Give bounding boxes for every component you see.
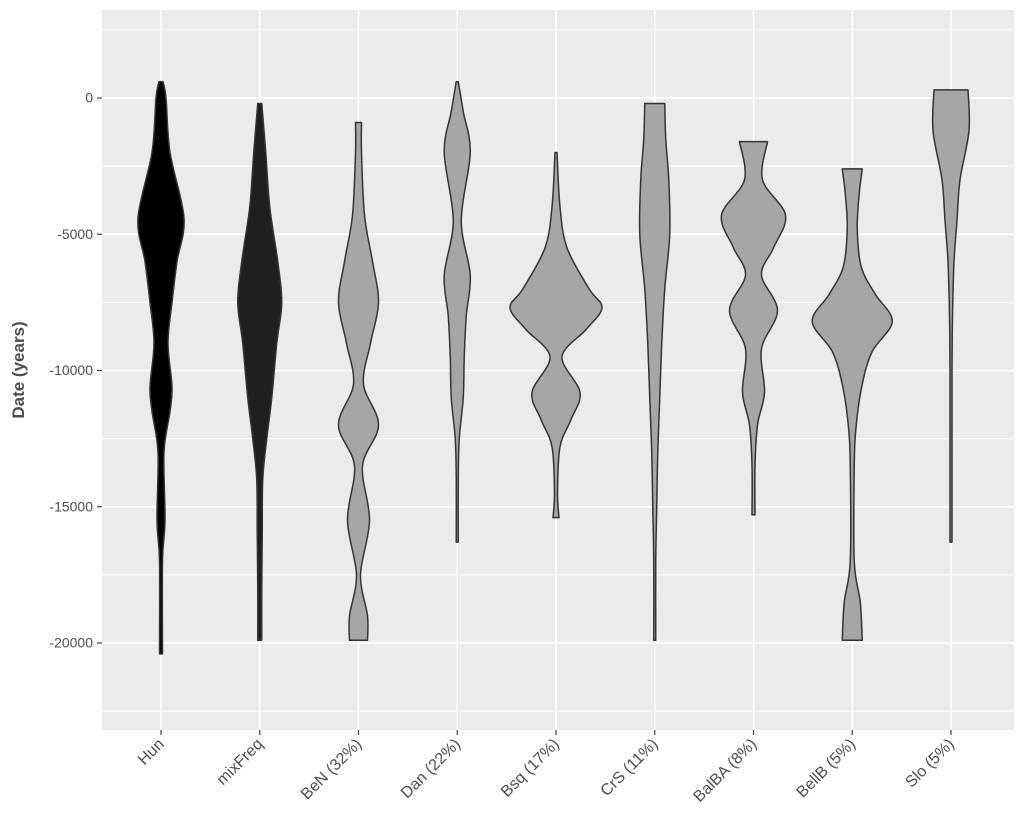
x-tick-label: mixFreq [214, 736, 267, 789]
x-tick-label: Dan (22%) [398, 736, 464, 802]
y-tick-label: -10000 [49, 362, 93, 378]
x-axis: Hun mixFreq BeN (32%) Dan (22%) Bsq (17%) CrS… [135, 730, 958, 806]
x-tick-label: CrS (11%) [598, 736, 662, 800]
violin-bsq [509, 151, 603, 519]
violin-hun [137, 80, 185, 655]
violin-balba [720, 140, 787, 516]
x-tick-label: Bsq (17%) [498, 736, 563, 801]
violin-ben [337, 121, 380, 642]
y-axis: 0 -5000 -10000 -15000 -20000 [49, 90, 102, 651]
x-tick-label: Hun [135, 736, 168, 769]
y-tick-label: -20000 [49, 635, 93, 651]
y-tick-label: -15000 [49, 498, 93, 514]
y-tick-label: -5000 [57, 226, 93, 242]
violin-slo [931, 89, 971, 543]
violin-bellb [811, 168, 894, 642]
violin-crs [638, 102, 671, 642]
x-tick-label: BeN (32%) [298, 736, 365, 803]
y-axis-title: Date (years) [9, 321, 28, 418]
x-tick-label: BalBA (8%) [690, 736, 760, 806]
violin-mixfreq [236, 102, 283, 642]
x-tick-label: BellB (5%) [794, 736, 859, 801]
violins [137, 80, 971, 655]
y-tick-label: 0 [85, 90, 93, 106]
x-tick-label: Slo (5%) [902, 736, 957, 791]
violin-dan [443, 80, 472, 543]
